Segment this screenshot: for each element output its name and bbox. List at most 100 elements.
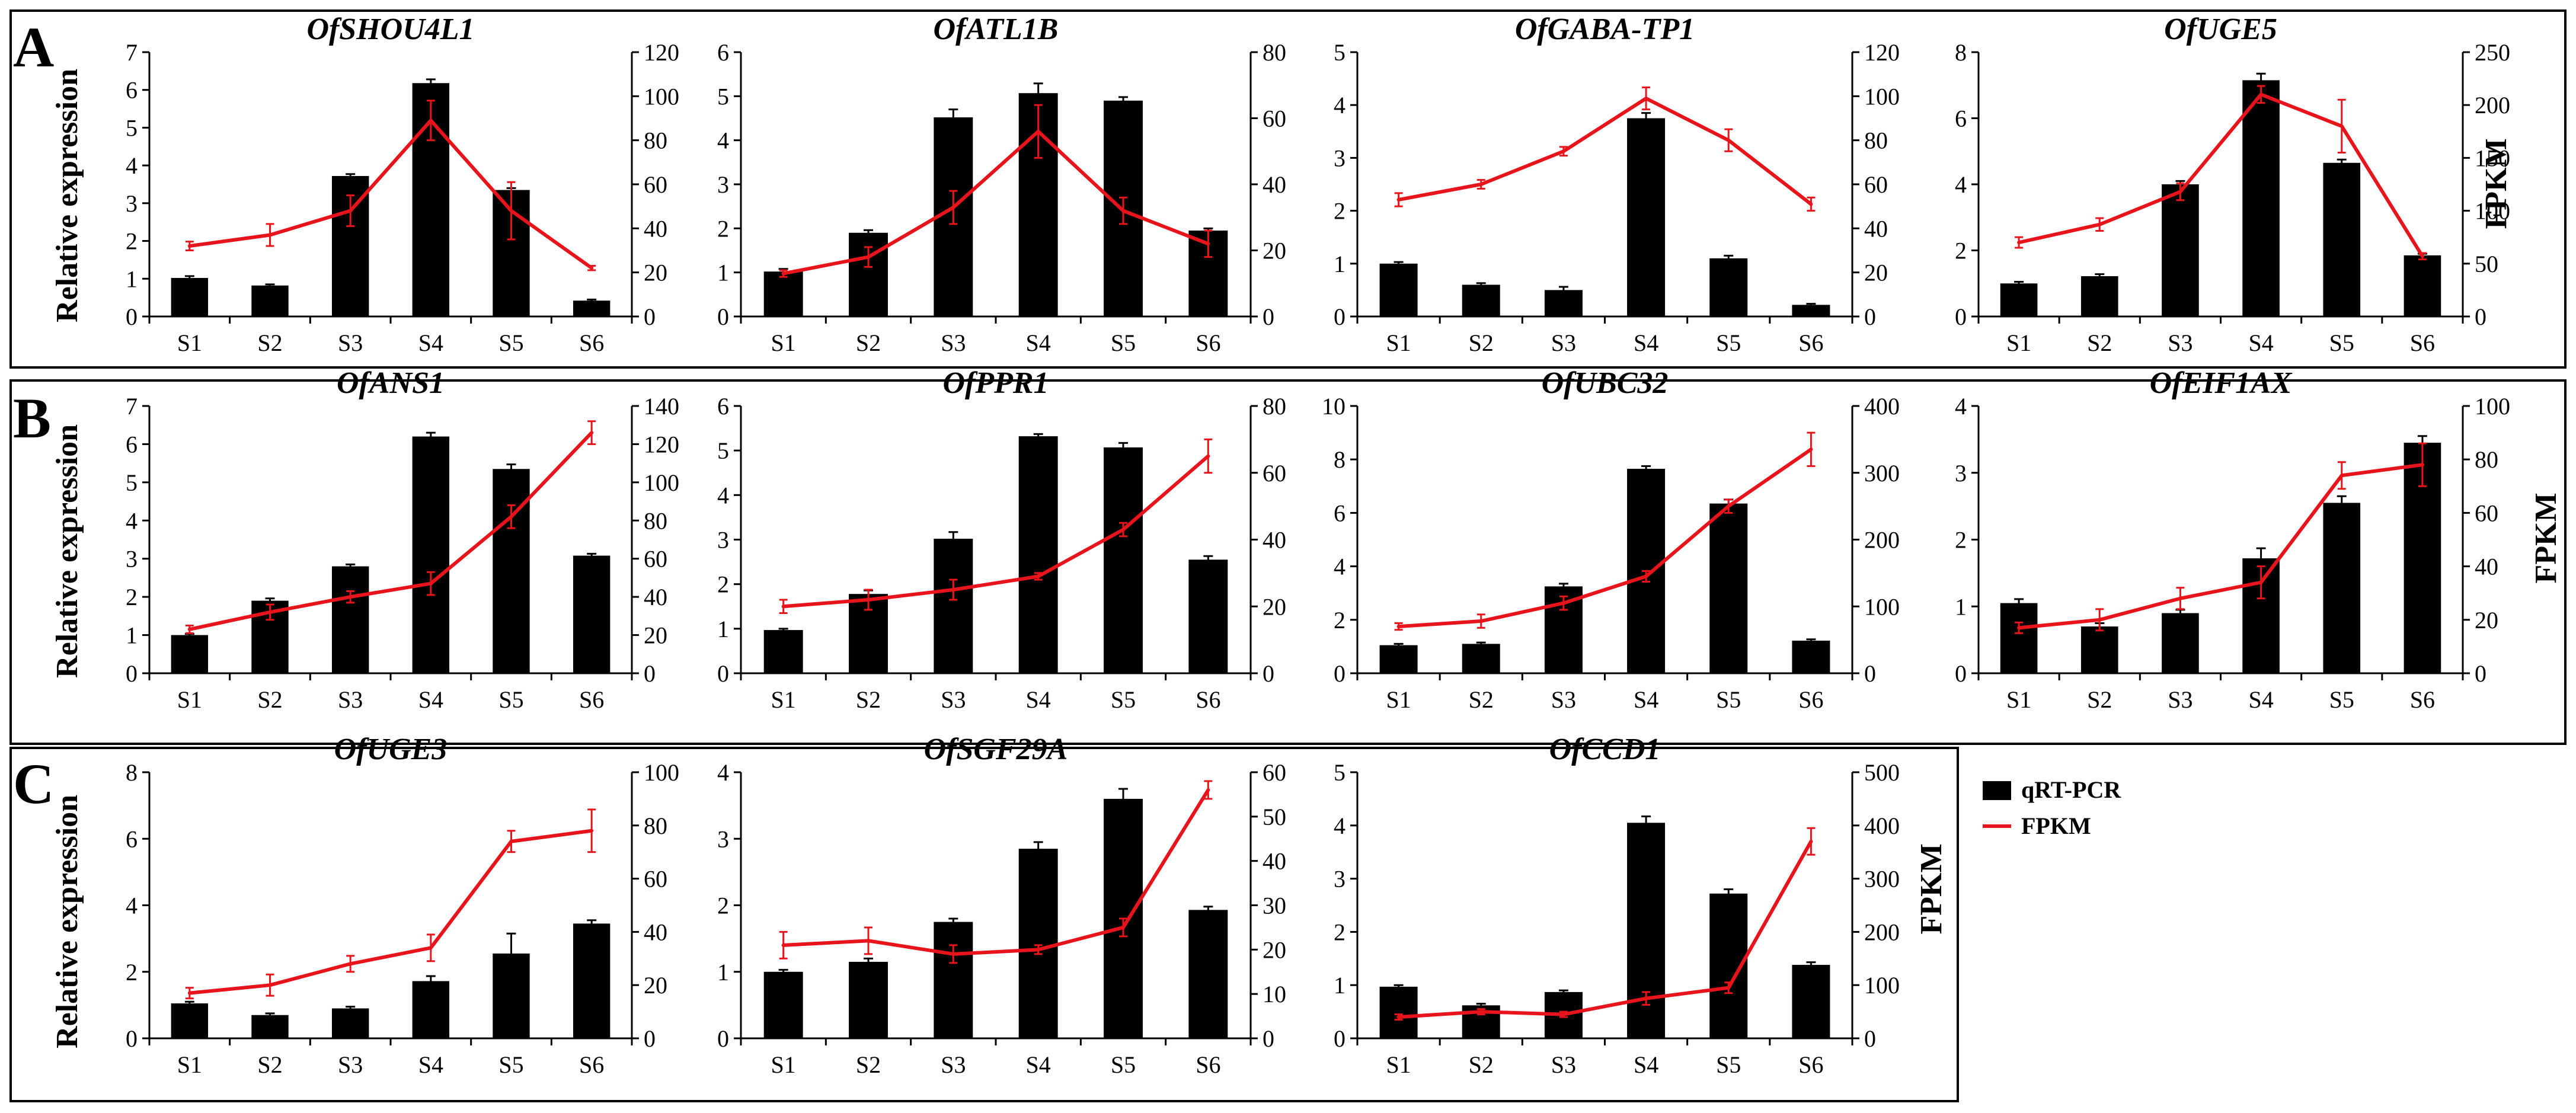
chart-title: OfSHOU4L1 <box>306 12 474 46</box>
right-tick-label: 0 <box>2475 660 2486 687</box>
left-tick-label: 2 <box>1955 238 1967 264</box>
bar-s3 <box>331 566 369 673</box>
panel-frame-b <box>9 379 2567 745</box>
fpkm-point-s1 <box>1396 198 1401 202</box>
right-tick-label: 140 <box>644 393 679 420</box>
right-tick-label: 40 <box>1864 215 1888 242</box>
x-tick-label: S5 <box>1716 686 1741 713</box>
left-tick-label: 2 <box>717 215 729 242</box>
left-tick-label: 2 <box>126 584 138 610</box>
fpkm-point-s5 <box>2340 474 2344 478</box>
x-tick-label: S5 <box>498 686 523 713</box>
right-tick-label: 20 <box>1263 238 1286 264</box>
x-tick-label: S5 <box>1716 1051 1741 1078</box>
left-tick-label: 1 <box>1955 593 1967 620</box>
right-tick-label: 80 <box>644 127 667 154</box>
panel-frame-a <box>9 9 2567 369</box>
left-tick-label: 5 <box>126 469 138 496</box>
right-tick-label: 60 <box>1263 759 1286 786</box>
x-tick-label: S2 <box>257 686 282 713</box>
left-tick-label: 8 <box>126 759 138 786</box>
fpkm-line <box>1398 447 1813 629</box>
bar-s3 <box>331 1008 369 1038</box>
right-tick-label: 80 <box>644 507 667 534</box>
chart-ofans1: OfANS1 0 1 2 3 4 5 6 7 0 20 40 60 80 100 120 140 S1 S2 S3 S4… <box>126 366 679 713</box>
right-tick-label: 30 <box>1263 893 1286 919</box>
fpkm-point-s5 <box>1121 527 1125 532</box>
right-tick-label: 80 <box>2475 446 2498 473</box>
bar-s6 <box>573 555 611 673</box>
fpkm-point-s6 <box>590 829 594 833</box>
left-tick-label: 2 <box>126 959 138 986</box>
fpkm-line <box>783 789 1210 956</box>
left-tick-label: 8 <box>1334 446 1345 473</box>
bar-s6 <box>1188 910 1228 1038</box>
chart-title: OfATL1B <box>934 12 1059 46</box>
fpkm-point-s5 <box>509 839 513 843</box>
fpkm-point-s2 <box>268 233 272 237</box>
fpkm-point-s4 <box>2259 580 2263 584</box>
chart-title: OfANS1 <box>337 366 445 400</box>
right-tick-label: 20 <box>2475 607 2498 634</box>
right-tick-label: 10 <box>1263 981 1286 1008</box>
left-tick-label: 0 <box>126 303 138 330</box>
fpkm-line <box>2018 463 2423 630</box>
right-tick-label: 40 <box>644 584 667 610</box>
fpkm-point-s6 <box>1206 242 1210 246</box>
fpkm-line <box>189 829 592 995</box>
bar-s3 <box>934 922 973 1038</box>
x-tick-label: S4 <box>1634 330 1658 356</box>
fpkm-line <box>783 455 1210 609</box>
x-tick-label: S4 <box>2248 330 2273 356</box>
bar-s5 <box>2323 503 2361 673</box>
fpkm-point-s3 <box>1561 601 1565 605</box>
bar-s1 <box>2000 603 2038 673</box>
right-tick-label: 100 <box>2475 198 2510 225</box>
fpkm-point-s5 <box>1727 986 1731 990</box>
x-tick-label: S3 <box>1551 330 1576 356</box>
left-tick-label: 0 <box>717 1025 729 1052</box>
left-tick-label: 0 <box>1334 1025 1345 1052</box>
x-tick-label: S2 <box>856 686 881 713</box>
left-tick-label: 1 <box>717 959 729 986</box>
fpkm-point-s1 <box>187 627 191 631</box>
x-tick-label: S1 <box>177 330 202 356</box>
left-tick-label: 6 <box>126 77 138 104</box>
fpkm-point-s4 <box>429 946 433 950</box>
x-tick-label: S2 <box>856 330 881 356</box>
left-tick-label: 3 <box>126 546 138 573</box>
left-tick-label: 6 <box>717 39 729 66</box>
left-tick-label: 2 <box>717 893 729 919</box>
y-axis-label: Relative expression <box>50 424 84 678</box>
bar-s4 <box>412 981 450 1038</box>
right-tick-label: 20 <box>1263 593 1286 620</box>
left-tick-label: 2 <box>1334 198 1345 225</box>
left-tick-label: 6 <box>126 826 138 852</box>
x-tick-label: S2 <box>1469 686 1494 713</box>
fpkm-point-s5 <box>1121 925 1125 929</box>
right-tick-label: 20 <box>644 260 667 286</box>
fpkm-point-s2 <box>268 610 272 614</box>
right-tick-label: 200 <box>1864 919 1900 945</box>
x-tick-label: S4 <box>2248 686 2273 713</box>
x-tick-label: S5 <box>1111 1051 1136 1078</box>
left-tick-label: 6 <box>1955 105 1967 132</box>
bar-s1 <box>763 271 803 316</box>
right-tick-label: 120 <box>644 431 679 458</box>
fpkm-point-s5 <box>2340 124 2344 128</box>
left-tick-label: 4 <box>1334 92 1345 119</box>
fpkm-point-s1 <box>187 991 191 995</box>
x-tick-label: S5 <box>1111 686 1136 713</box>
left-tick-label: 2 <box>126 228 138 255</box>
fpkm-point-s3 <box>951 588 955 592</box>
chart-title: OfGABA-TP1 <box>1515 12 1695 46</box>
fpkm-point-s4 <box>2259 92 2263 97</box>
bar-s2 <box>251 1015 289 1038</box>
left-tick-label: 0 <box>1334 303 1345 330</box>
fpkm-point-s4 <box>1644 574 1648 578</box>
bar-s2 <box>1462 284 1500 316</box>
left-tick-label: 3 <box>1334 145 1345 171</box>
x-tick-label: S1 <box>177 686 202 713</box>
